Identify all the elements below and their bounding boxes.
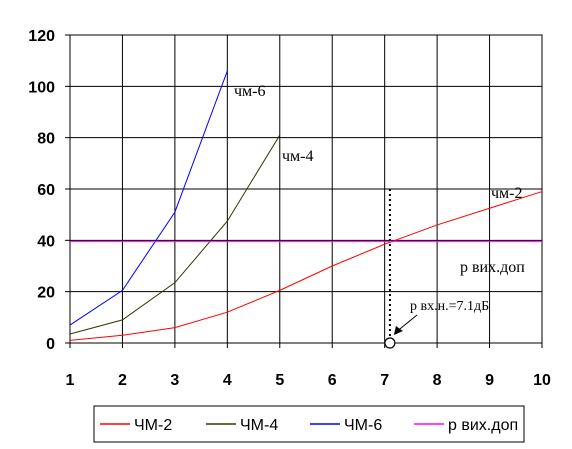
y-tick-label-80: 80 — [37, 131, 55, 148]
annotation-p-out: р вих.доп — [460, 259, 525, 276]
x-tick-label-8: 8 — [433, 372, 442, 389]
annotation-p-in: р вх.н.=7.1дБ — [410, 299, 489, 314]
x-tick-label-4: 4 — [223, 372, 232, 389]
x-tick-label-9: 9 — [485, 372, 494, 389]
legend: ЧМ-2 ЧМ-4 ЧМ-6 р вих.доп — [93, 405, 525, 443]
y-tick-label-0: 0 — [46, 336, 55, 353]
legend-label-1: ЧМ-2 — [134, 417, 172, 434]
annotation-cm4: чм-4 — [282, 148, 314, 165]
series-line-1 — [69, 191, 543, 341]
y-tick-label-120: 120 — [28, 28, 55, 45]
x-tick-label-1: 1 — [66, 372, 75, 389]
series-lines — [69, 70, 543, 341]
y-tick-label-40: 40 — [37, 233, 55, 250]
x-tick-label-6: 6 — [328, 372, 337, 389]
y-tick-label-100: 100 — [28, 79, 55, 96]
series-line-3 — [69, 70, 228, 326]
legend-label-2: ЧМ-4 — [240, 417, 278, 434]
grid — [70, 35, 542, 343]
legend-label-4: р вих.доп — [448, 417, 518, 434]
x-tick-label-10: 10 — [533, 372, 551, 389]
x-tick-label-7: 7 — [380, 372, 389, 389]
annotation-cm2: чм-2 — [491, 185, 523, 202]
x-tick-label-5: 5 — [275, 372, 284, 389]
y-tick-label-60: 60 — [37, 182, 55, 199]
x-tick-label-2: 2 — [118, 372, 127, 389]
series-line-2 — [69, 134, 281, 335]
legend-label-3: ЧМ-6 — [344, 417, 382, 434]
marker-arrow-head — [393, 326, 403, 335]
marker-circle — [384, 337, 396, 349]
x-tick-label-3: 3 — [170, 372, 179, 389]
annotation-cm6: чм-6 — [234, 83, 266, 100]
y-tick-label-20: 20 — [37, 285, 55, 302]
annotations: чм-6 чм-4 чм-2 р вих.доп р вх.н.=7.1дБ — [234, 83, 525, 314]
legend-box — [93, 405, 525, 443]
marker-group — [384, 189, 418, 349]
